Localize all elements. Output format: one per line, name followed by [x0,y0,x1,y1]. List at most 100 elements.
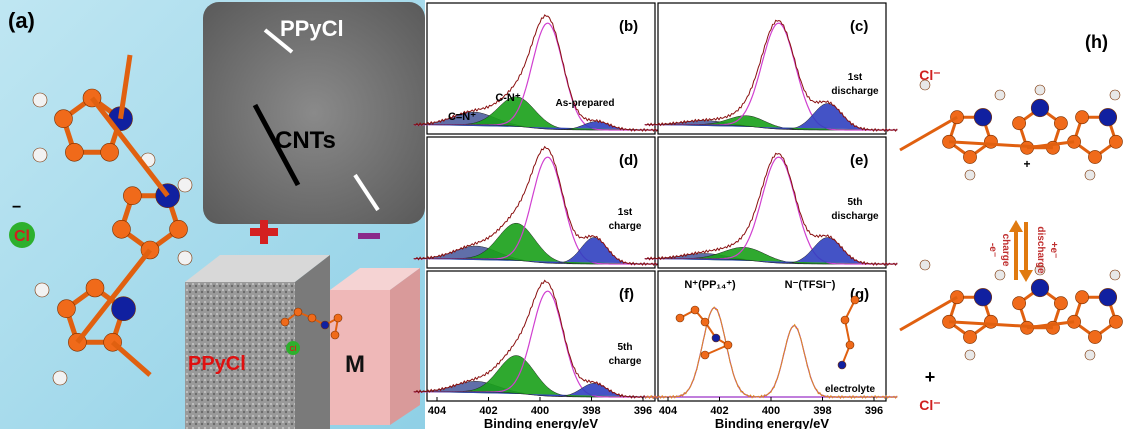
annotation: 1st [848,72,863,83]
arrow-label: charge [1000,234,1011,267]
atom [920,260,930,270]
atom [54,110,72,128]
block-side [295,255,330,429]
atom [1012,297,1025,310]
atom [1109,315,1122,328]
minus-sign [358,233,380,239]
atom [965,350,975,360]
atom [1088,150,1101,163]
atom [676,314,684,322]
panel-label: (f) [619,286,634,303]
annotation: As-prepared [556,98,615,109]
block-label: M [345,351,365,378]
atom [112,297,136,321]
atom [281,318,289,326]
atom [712,334,720,342]
atom [846,341,854,349]
atom [101,143,119,161]
charge-sign: + [925,367,936,387]
atom [321,321,329,329]
atom [178,178,192,192]
annotation: discharge [831,211,879,222]
panel-label: (h) [1085,32,1108,52]
atom [851,296,859,304]
atom [1110,90,1120,100]
atom [1075,111,1088,124]
tem-label: PPyCl [280,16,344,41]
annotation: N⁺(PP₁₄⁺) [684,279,736,291]
atom [974,108,992,126]
atom [1012,117,1025,130]
arrow-label: discharge [1035,226,1046,274]
atom [57,300,75,318]
annotation: C-N⁺ [495,92,521,104]
annotation: charge [609,221,642,232]
figure: (a) PPyCl CNTs PPyCl M Cl − Cl (b) C=N⁺ C-… [0,0,1123,429]
atom [33,148,47,162]
ion-label: Cl [290,346,297,353]
atom [724,341,732,349]
atom [308,314,316,322]
annotation: discharge [831,86,879,97]
ion-label: Cl⁻ [919,67,940,83]
ion-charge: − [12,199,21,216]
atom [701,351,709,359]
annotation: 1st [618,207,633,218]
atom [1054,117,1067,130]
block-label: PPyCl [188,353,246,375]
ion-label: Cl [14,228,30,245]
arrow-head [1019,270,1033,282]
panel-label: (b) [619,18,638,35]
ion-label: Cl⁻ [919,397,940,413]
atom [838,361,846,369]
atom [1085,350,1095,360]
atom [1075,291,1088,304]
atom [123,187,141,205]
atom [1088,330,1101,343]
panel-label: (c) [850,18,868,35]
panel-label: (d) [619,152,638,169]
atom [963,150,976,163]
atom [984,135,997,148]
arrow-label: -e⁻ [987,243,998,257]
x-axis-label: Binding energy/eV [484,416,598,429]
atom [841,316,849,324]
arrow-label: +e⁻ [1048,242,1059,259]
xps-panels: (b) C=N⁺ C-N⁺ As-prepared (c) 1st discharge (d)… [414,3,897,429]
atom [1099,108,1117,126]
atom [1054,297,1067,310]
atom [1085,170,1095,180]
atom [294,308,302,316]
atom [170,220,188,238]
atom [65,143,83,161]
atom [86,279,104,297]
atom [701,318,709,326]
charge-sign: + [1023,157,1030,171]
annotation: C=N⁺ [448,111,476,123]
atom [334,314,342,322]
x-tick-label: 404 [659,405,678,417]
x-tick-label: 396 [865,405,883,417]
m-side [390,268,420,425]
panel-label: (a) [8,8,35,33]
atom [691,306,699,314]
annotation: 5th [848,197,863,208]
x-tick-label: 404 [428,405,447,417]
annotation: 5th [618,342,633,353]
atom [33,93,47,107]
tem-label: CNTs [275,127,336,154]
atom [35,283,49,297]
atom [178,251,192,265]
atom [1109,135,1122,148]
x-axis-label: Binding energy/eV [715,416,829,429]
atom [995,270,1005,280]
x-tick-label: 396 [634,405,652,417]
annotation: electrolyte [825,384,875,395]
atom [1099,288,1117,306]
atom [53,371,67,385]
atom [1035,85,1045,95]
atom [974,288,992,306]
atom [995,90,1005,100]
annotation: N⁻(TFSI⁻) [785,279,836,291]
atom [963,330,976,343]
